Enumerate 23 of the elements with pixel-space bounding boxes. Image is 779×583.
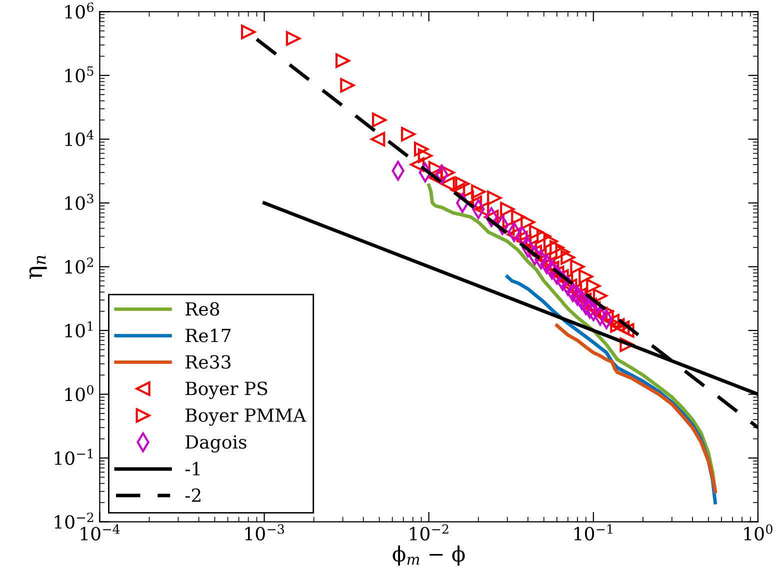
y-tick-label: 10$^{6}$ xyxy=(65,2,94,19)
legend-label: -1 xyxy=(185,462,200,476)
legend-label: Boyer PS xyxy=(186,382,268,400)
legend-label: Re33 xyxy=(186,355,230,369)
x-tick-label: 10$^{−2}$ xyxy=(410,524,448,540)
y-tick-label: 10$^{4}$ xyxy=(65,130,94,146)
y-tick-label: 10$^{3}$ xyxy=(65,194,94,210)
y-tick-label: 10$^{0}$ xyxy=(65,385,94,402)
x-tick-label: 10$^{−3}$ xyxy=(245,524,284,540)
x-tick-label: 10$^{−4}$ xyxy=(80,524,120,540)
legend-label: Re8 xyxy=(186,302,220,316)
legend-label: Dagois xyxy=(186,435,246,453)
y-tick-label: 10$^{2}$ xyxy=(65,258,94,274)
y-axis-title: η$_{n}$ xyxy=(29,256,47,279)
legend-label: Boyer PMMA xyxy=(186,408,306,426)
y-tick-label: 10$^{1}$ xyxy=(65,321,92,338)
x-axis-title: ϕ$_{m}$ − ϕ xyxy=(392,546,465,566)
y-tick-label: 10$^{−1}$ xyxy=(54,448,93,466)
x-tick-label: 10$^{0}$ xyxy=(744,524,772,540)
y-tick-label: 10$^{5}$ xyxy=(65,66,94,82)
x-tick-label: 10$^{−1}$ xyxy=(574,524,612,540)
legend-label: Re17 xyxy=(186,328,231,342)
legend-label: -2 xyxy=(185,488,200,502)
